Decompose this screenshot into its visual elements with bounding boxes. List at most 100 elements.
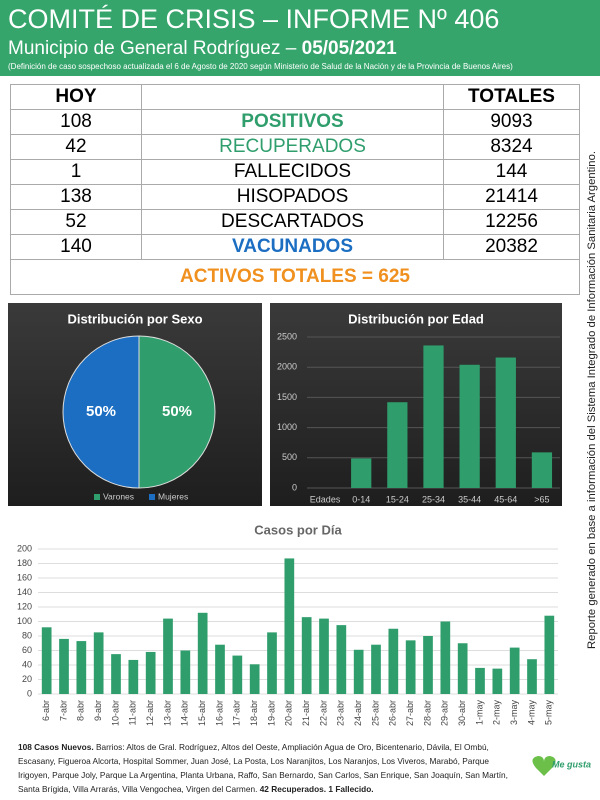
x-tick-label: 35-44 (458, 494, 481, 504)
y-tick-label: 100 (17, 616, 32, 626)
bar (249, 664, 260, 694)
x-tick-label: 17-abr (232, 700, 242, 726)
bar (215, 644, 225, 694)
x-tick-label: 23-abr (336, 700, 346, 726)
y-tick-label: 140 (17, 587, 32, 597)
bar (459, 364, 480, 488)
y-tick-label: 2500 (277, 331, 297, 341)
bar (351, 458, 372, 488)
total-cell: 8324 (443, 134, 580, 160)
bar (41, 627, 52, 694)
bar (59, 638, 69, 694)
legend-label: Mujeres (158, 491, 188, 501)
y-tick-label: 0 (292, 482, 297, 492)
footer: 108 Casos Nuevos. Barrios: Altos de Gral… (18, 740, 523, 796)
x-tick-label: 9-abr (93, 700, 103, 721)
x-tick-label: 21-abr (301, 700, 311, 726)
legend-swatch (149, 494, 155, 500)
bar (531, 452, 553, 488)
bar (76, 641, 87, 694)
x-tick-label: 8-abr (76, 700, 86, 721)
activos-row: ACTIVOS TOTALES = 625 (10, 259, 580, 295)
bar (475, 667, 485, 694)
x-tick-label: 22-abr (318, 700, 328, 726)
bar (111, 654, 121, 694)
hoy-cell: 140 (10, 234, 142, 260)
bar (163, 618, 173, 694)
label-cell: POSITIVOS (141, 109, 444, 135)
legend-swatch (94, 494, 100, 500)
table-row: 138 HISOPADOS 21414 (10, 184, 580, 210)
x-tick-label: 16-abr (214, 700, 224, 726)
bar (495, 357, 516, 488)
bar (492, 668, 503, 694)
x-tick-label: 0-14 (352, 494, 370, 504)
bar (232, 655, 243, 694)
chart-title: Casos por Día (254, 522, 342, 537)
x-tick-label: 24-abr (353, 700, 363, 726)
bar (197, 612, 208, 694)
logo: Me gusta (552, 759, 591, 769)
bar (544, 615, 555, 694)
bar (423, 636, 433, 694)
y-tick-label: 1500 (277, 392, 297, 402)
head-cell: TOTALES (443, 84, 580, 110)
slice-label: 50% (86, 403, 116, 420)
legend-label: Varones (103, 491, 134, 501)
y-tick-label: 60 (22, 645, 32, 655)
bar (440, 621, 451, 694)
total-cell: 20382 (443, 234, 580, 260)
x-tick-label: 45-64 (494, 494, 517, 504)
bar (388, 628, 399, 694)
x-tick-label: 4-may (526, 700, 536, 726)
bar (371, 644, 381, 694)
bar (180, 650, 191, 694)
bar (284, 558, 295, 694)
bar (387, 402, 408, 488)
x-tick-label: 15-abr (197, 700, 207, 726)
x-tick-label: 3-may (509, 700, 519, 726)
label-cell: FALLECIDOS (141, 159, 444, 185)
pie-slice (62, 335, 140, 489)
hoy-cell: 138 (10, 184, 142, 210)
table-row: 1 FALLECIDOS 144 (10, 159, 580, 185)
x-tick-label: 7-abr (58, 700, 68, 721)
x-tick-label: 30-abr (457, 700, 467, 726)
bar (301, 617, 312, 694)
x-tick-label: 14-abr (180, 700, 190, 726)
activos-cell: ACTIVOS TOTALES = 625 (10, 259, 580, 295)
footer-lead: 108 Casos Nuevos. (18, 742, 94, 752)
total-cell: 21414 (443, 184, 580, 210)
x-tick-label: 1-may (474, 700, 484, 726)
x-tick-label: 18-abr (249, 700, 259, 726)
bar (145, 651, 156, 694)
logo-heart (532, 756, 556, 776)
bar (353, 649, 364, 694)
summary-table: HOY TOTALES 108 POSITIVOS 9093 42 RECUPERADOS… (10, 84, 580, 295)
x-tick-label: 12-abr (145, 700, 155, 726)
chart-title: Distribución por Edad (348, 311, 484, 326)
side-note: Reporte generado en base a información d… (586, 151, 598, 649)
x-tick-label: 11-abr (128, 700, 138, 725)
bar (93, 632, 104, 694)
x-tick-label: 5-may (544, 700, 554, 726)
label-cell: VACUNADOS (141, 234, 444, 260)
subtitle: Municipio de General Rodríguez – (8, 38, 297, 59)
x-tick-label: 19-abr (266, 700, 276, 726)
hoy-cell: 1 (10, 159, 142, 185)
x-tick-label: 15-24 (386, 494, 409, 504)
bar (457, 643, 468, 694)
slice-label: 50% (162, 403, 192, 420)
title: COMITÉ DE CRISIS – INFORME Nº 406 (8, 4, 500, 34)
panel (270, 303, 562, 506)
head-cell: HOY (10, 84, 142, 110)
y-tick-label: 120 (17, 601, 32, 611)
x-tick-label: 25-abr (370, 700, 380, 726)
table-row: 140 VACUNADOS 20382 (10, 234, 580, 260)
table-row: 52 DESCARTADOS 12256 (10, 209, 580, 235)
y-tick-label: 200 (17, 543, 32, 553)
x-tick-label: 29-abr (440, 700, 450, 726)
header: COMITÉ DE CRISIS – INFORME Nº 406 Munici… (0, 0, 600, 76)
total-cell: 144 (443, 159, 580, 185)
